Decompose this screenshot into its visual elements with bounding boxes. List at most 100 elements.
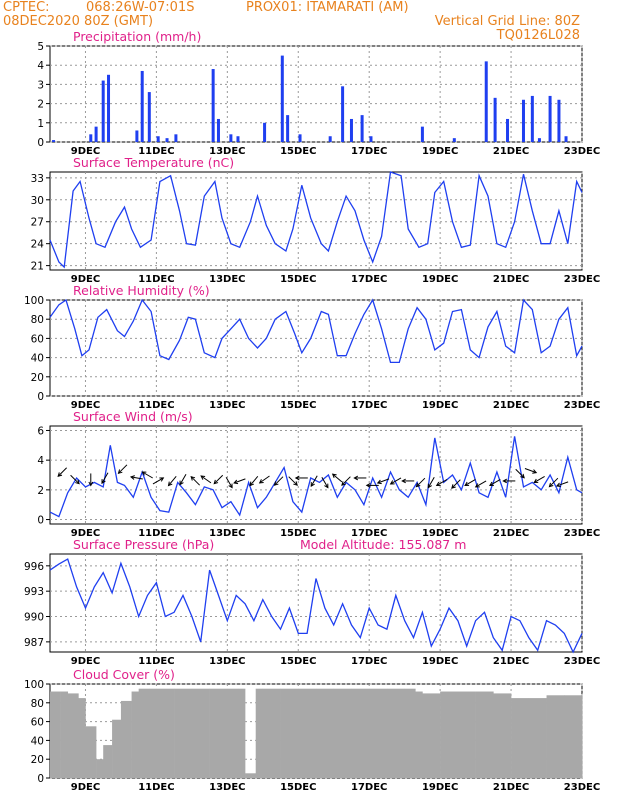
precip-bar (420, 126, 424, 142)
x-tick-label: 15DEC (280, 400, 316, 411)
cloud-bar (262, 688, 281, 778)
y-tick-label: 100 (24, 295, 44, 307)
cloud-bar (60, 691, 69, 778)
wind-arrow (341, 476, 351, 486)
cloud-bar (78, 698, 86, 778)
wind-arrow (377, 478, 390, 484)
y-tick-label: 996 (24, 561, 44, 573)
x-tick-label: 11DEC (138, 146, 174, 157)
panel-title: Cloud Cover (%) (73, 667, 175, 682)
wind-arrow-head (533, 478, 539, 483)
wind-arrow-head (489, 481, 494, 486)
x-tick-label: 11DEC (138, 528, 174, 539)
cloud-bar (369, 688, 388, 778)
wind-arrow (436, 478, 448, 486)
x-tick-label: 23DEC (564, 274, 600, 285)
precip-bar (369, 136, 373, 142)
x-tick-label: 13DEC (209, 528, 245, 539)
x-tick-label: 9DEC (71, 146, 100, 157)
wind-arrow-head (555, 482, 561, 488)
y-tick-label: 40 (31, 735, 44, 747)
x-tick-label: 23DEC (564, 528, 600, 539)
x-tick-label: 21DEC (493, 782, 529, 793)
cloud-bar (564, 695, 583, 778)
x-tick-label: 21DEC (493, 656, 529, 667)
cloud-bar (255, 688, 264, 778)
precip-bar (52, 140, 56, 142)
x-tick-label: 11DEC (138, 782, 174, 793)
x-tick-label: 13DEC (209, 656, 245, 667)
wind-arrow (142, 471, 153, 479)
x-tick-label: 9DEC (71, 656, 100, 667)
wind-arrow-head (88, 481, 94, 487)
wind-arrow-head (129, 475, 135, 480)
precip-bar (286, 115, 290, 142)
wind-arrow (489, 478, 501, 486)
x-tick-label: 21DEC (493, 146, 529, 157)
cloud-bar (457, 691, 476, 778)
wind-arrow (130, 476, 143, 480)
cloud-bar (546, 695, 565, 778)
cloud-bar (333, 688, 352, 778)
x-tick-label: 15DEC (280, 782, 316, 793)
x-tick-label: 9DEC (71, 274, 100, 285)
panel-title: Surface Pressure (hPa) (73, 537, 214, 552)
wind-arrow-head (57, 472, 63, 478)
wind-arrow-head (117, 469, 123, 475)
cloud-bar (528, 698, 547, 778)
panel-frame (49, 299, 583, 397)
x-tick-label: 23DEC (564, 782, 600, 793)
cloud-bar (138, 688, 150, 778)
wind-arrow (451, 479, 461, 489)
wind-arrow (427, 476, 435, 488)
cloud-bar (227, 688, 239, 778)
wind-arrow (168, 476, 177, 486)
precip-bar (147, 92, 151, 142)
wind-arrow (556, 481, 569, 487)
header-init-time: 08DEC2020 80Z (GMT) (3, 14, 154, 29)
precip-bar (537, 138, 541, 142)
y-tick-label: 0 (37, 137, 44, 149)
wind-arrow-head (474, 483, 480, 488)
wind-arrow (288, 476, 298, 486)
cloud-bar (280, 688, 299, 778)
cloud-bar (103, 745, 113, 778)
cloud-bar (351, 688, 370, 778)
series-line (49, 171, 583, 269)
precip-bar (101, 80, 105, 142)
wind-arrow-head (502, 478, 508, 484)
wind-arrow (390, 477, 402, 485)
wind-arrow-head (310, 482, 315, 488)
wind-arrow (152, 477, 164, 485)
wind-arrow-head (389, 480, 395, 485)
cloud-bar (50, 691, 61, 778)
precip-bar (360, 115, 364, 142)
precip-bar (506, 118, 510, 142)
x-tick-label: 23DEC (564, 400, 600, 411)
x-tick-label: 19DEC (422, 528, 458, 539)
wind-arrow-head (353, 475, 359, 481)
series-line (49, 436, 583, 518)
wind-arrow-head (435, 481, 441, 486)
wind-arrow-head (101, 479, 106, 485)
wind-arrow-head (427, 483, 432, 489)
cloud-bar (149, 688, 157, 778)
wind-arrow-head (258, 479, 264, 484)
header-model: TQ0126L028 (496, 28, 580, 43)
y-tick-label: 990 (24, 612, 44, 624)
wind-arrow-head (249, 481, 254, 487)
x-tick-label: 17DEC (351, 782, 387, 793)
wind-arrow (101, 472, 109, 484)
x-tick-label: 23DEC (564, 146, 600, 157)
x-tick-label: 13DEC (209, 146, 245, 157)
cloud-bar (386, 688, 405, 778)
wind-arrow-head (464, 481, 470, 486)
wind-arrow-head (75, 479, 80, 485)
precip-bar (280, 55, 284, 142)
wind-arrow-head (273, 481, 279, 486)
x-tick-label: 9DEC (71, 782, 100, 793)
cloud-bar (245, 773, 257, 778)
wind-arrow-head (294, 475, 300, 481)
wind-arrow-head (415, 482, 421, 488)
wind-arrow-head (293, 481, 298, 486)
